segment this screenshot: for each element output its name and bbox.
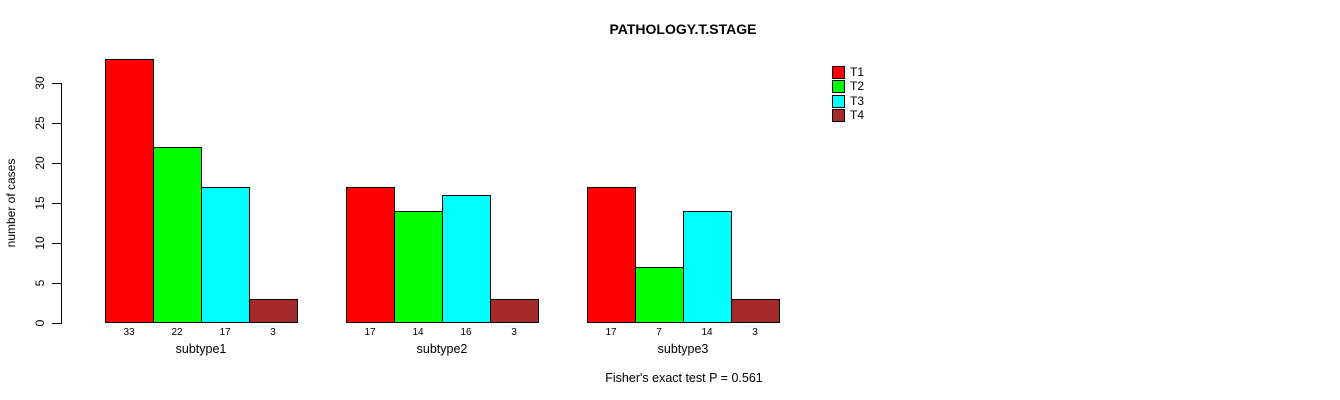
y-axis-tick-label: 5 <box>33 279 47 287</box>
bar-t3-subtype2 <box>442 195 491 323</box>
bar-value-label: 14 <box>412 327 424 338</box>
y-axis-line <box>61 83 62 324</box>
legend-swatch-t3 <box>832 95 845 108</box>
y-axis-title: number of cases <box>4 158 18 248</box>
y-axis-tick-label: 20 <box>33 156 47 170</box>
y-axis-tick-label: 10 <box>33 236 47 250</box>
bar-t4-subtype3 <box>731 299 780 323</box>
bar-value-label: 17 <box>219 327 231 338</box>
y-axis-tick <box>52 123 61 124</box>
bar-value-label: 3 <box>511 327 517 338</box>
legend-label-t4: T4 <box>850 108 865 122</box>
y-axis-tick-label: 25 <box>33 116 47 130</box>
y-axis-tick <box>52 163 61 164</box>
bar-value-label: 16 <box>460 327 472 338</box>
bar-value-label: 17 <box>364 327 376 338</box>
bar-value-label: 14 <box>701 327 713 338</box>
legend-label-t1: T1 <box>850 65 865 79</box>
bar-value-label: 17 <box>605 327 617 338</box>
y-axis-tick <box>52 323 61 324</box>
chart-title: PATHOLOGY.T.STAGE <box>609 21 757 37</box>
bar-t2-subtype2 <box>394 211 443 323</box>
annotation-fisher-test: Fisher's exact test P = 0.561 <box>605 371 763 385</box>
y-axis-tick <box>52 243 61 244</box>
legend-swatch-t4 <box>832 109 845 122</box>
bar-t3-subtype1 <box>201 187 250 323</box>
bar-t2-subtype1 <box>153 147 202 323</box>
bar-t1-subtype1 <box>105 59 154 323</box>
y-axis-tick <box>52 83 61 84</box>
bar-t4-subtype1 <box>249 299 298 323</box>
bar-t2-subtype3 <box>635 267 684 323</box>
y-axis-tick-label: 15 <box>33 196 47 210</box>
x-category-label-subtype2: subtype2 <box>416 342 468 356</box>
x-category-label-subtype3: subtype3 <box>657 342 709 356</box>
bar-value-label: 3 <box>752 327 758 338</box>
legend-swatch-t1 <box>832 66 845 79</box>
x-category-label-subtype1: subtype1 <box>175 342 227 356</box>
bar-t4-subtype2 <box>490 299 539 323</box>
bar-t3-subtype3 <box>683 211 732 323</box>
bar-t1-subtype2 <box>346 187 395 323</box>
bar-value-label: 7 <box>656 327 662 338</box>
bar-value-label: 33 <box>123 327 135 338</box>
legend-label-t3: T3 <box>850 94 865 108</box>
bar-value-label: 22 <box>171 327 183 338</box>
y-axis-tick-label: 30 <box>33 76 47 90</box>
legend-swatch-t2 <box>832 80 845 93</box>
y-axis-tick <box>52 203 61 204</box>
bar-t1-subtype3 <box>587 187 636 323</box>
legend-label-t2: T2 <box>850 79 865 93</box>
bar-value-label: 3 <box>270 327 276 338</box>
y-axis-tick-label: 0 <box>33 319 47 327</box>
y-axis-tick <box>52 283 61 284</box>
